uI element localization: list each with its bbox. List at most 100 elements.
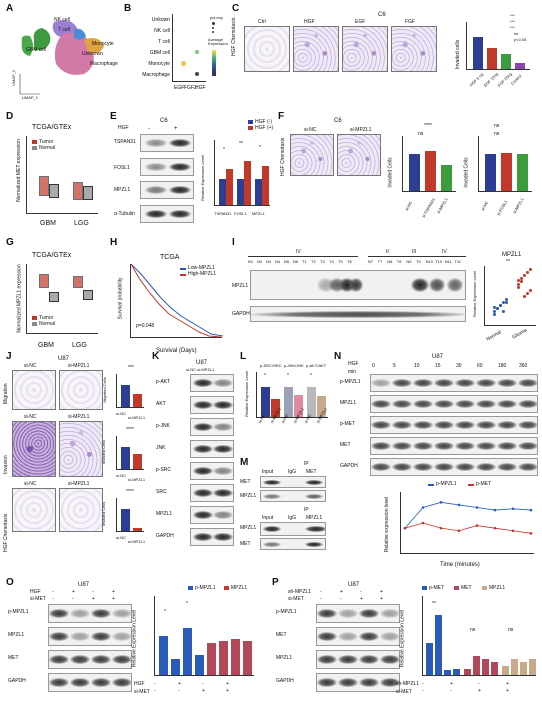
- blot-strip: [190, 440, 234, 458]
- sign: +: [92, 596, 95, 602]
- f-xlabel: si-MPZL1: [511, 197, 525, 215]
- o-hgf: HGF: [134, 681, 145, 687]
- bar: [317, 396, 326, 417]
- p-signs: - + - + - - + +: [320, 590, 396, 604]
- c-title: C6: [378, 12, 386, 18]
- time-label: 15: [435, 363, 441, 369]
- m-col: MPZL1: [306, 515, 323, 521]
- n-timepoints: 0 5 10 15 30 60 180 360: [372, 364, 538, 370]
- j-col: si-NC: [24, 414, 37, 420]
- sig-mark: ****: [126, 427, 134, 433]
- data-point: [439, 501, 443, 504]
- lane-label: N9: [406, 259, 412, 264]
- ip-label: IP: [304, 461, 309, 467]
- lane-labels: N1 N2 N3 N4 N5 N6 T1 T2 T3 T4 T5 T6: [248, 260, 358, 266]
- sign: -: [360, 589, 362, 595]
- data-point: [529, 532, 533, 535]
- band: [193, 489, 213, 497]
- e-row: FOSL1: [114, 165, 130, 171]
- lane-label: T5: [338, 259, 343, 264]
- legend-swatch: [224, 586, 229, 590]
- micrograph: [391, 26, 437, 72]
- i-ylabel: Relative Expression Level: [472, 270, 478, 318]
- panel-label-l: L: [240, 351, 247, 362]
- sig-mark: ****: [424, 123, 432, 129]
- km-curves: [131, 264, 223, 338]
- d-ylabel: Normalized MET expression: [15, 139, 22, 202]
- band: [338, 655, 358, 664]
- band: [213, 489, 233, 497]
- bar: [195, 655, 204, 675]
- data-point: [475, 506, 479, 509]
- bar: [517, 154, 528, 191]
- bar: [409, 154, 420, 191]
- sign: +: [226, 688, 229, 694]
- sign: -: [422, 688, 424, 694]
- scatter-point: [493, 305, 496, 309]
- bar: [425, 150, 436, 191]
- data-point: [493, 526, 497, 530]
- box-tumor-lgg: [73, 276, 83, 288]
- blot-strip: [370, 458, 538, 476]
- band: [371, 400, 391, 408]
- legend-swatch: [32, 146, 37, 150]
- bar: [133, 393, 142, 407]
- c-col: FGF: [405, 19, 415, 25]
- cluster-macrophage-blob: [54, 32, 94, 75]
- legend-label: MET: [461, 585, 472, 591]
- k-row: SRC: [156, 489, 167, 495]
- blot-row: MPZL1: [8, 632, 25, 638]
- cluster-label: NK cell: [54, 17, 70, 23]
- band: [338, 632, 358, 641]
- bar: [529, 659, 536, 675]
- e-row: MPZL1: [114, 187, 131, 193]
- chart-c: Invaded cells *** *** *** ns p<0.05 HGF …: [454, 14, 534, 102]
- band: [455, 442, 475, 450]
- lane-label: N5: [284, 259, 290, 264]
- band: [413, 400, 433, 408]
- m-row: MPZL1: [240, 525, 257, 531]
- blot-strip: [190, 374, 234, 392]
- f-ylabel: Invaded Cells: [387, 157, 394, 188]
- band: [434, 442, 454, 450]
- sign: +: [178, 681, 181, 687]
- m-col: Input: [262, 515, 274, 521]
- j-xlabel: si-NC: [116, 473, 126, 478]
- k-cols: si-NC si-MPZL1: [186, 367, 215, 372]
- cluster-tcell-blob: [74, 28, 86, 40]
- n-ylabel: Relative expression level: [384, 496, 391, 553]
- sign: -: [178, 688, 180, 694]
- l-group: p-JNK/JNK: [284, 363, 304, 368]
- chart-i: MPZL1 ** Relative Expression Level Norma…: [472, 252, 540, 356]
- p-value: p=0.048: [136, 323, 155, 329]
- legend-label: MPZL1: [231, 585, 248, 591]
- band: [49, 655, 69, 664]
- bar: [121, 447, 130, 469]
- legend-dot: [212, 27, 214, 29]
- i-chart-title: MPZL1: [502, 252, 522, 258]
- j-xlabel: si-MPZL1: [128, 539, 146, 544]
- o-simet: si-MET: [30, 596, 46, 602]
- lane-label: N7: [368, 259, 374, 264]
- band: [70, 609, 90, 618]
- sig-mark: ****: [126, 489, 134, 495]
- p-simet: si-MET: [288, 596, 304, 602]
- j-row: Migration: [3, 383, 9, 404]
- sign: +: [506, 688, 509, 694]
- j-ylabel: Invaded Cells: [101, 501, 107, 527]
- blot-row: MET: [276, 632, 287, 638]
- d-xlabel: LGG: [74, 220, 89, 227]
- l-ylabel: Relative Expression Level: [244, 370, 250, 418]
- data-point: [511, 507, 515, 511]
- blot-strip: [190, 462, 234, 480]
- k-row: p-AKT: [156, 379, 171, 385]
- h-ylabel: Survival probability: [117, 277, 124, 320]
- band: [91, 655, 111, 664]
- band: [392, 442, 412, 450]
- band: [434, 400, 454, 408]
- blot-strip: [250, 270, 466, 300]
- k-row: AKT: [156, 401, 166, 407]
- lane-label: N8: [387, 259, 393, 264]
- sig-mark: ***: [510, 13, 515, 18]
- e-title: C6: [160, 118, 168, 124]
